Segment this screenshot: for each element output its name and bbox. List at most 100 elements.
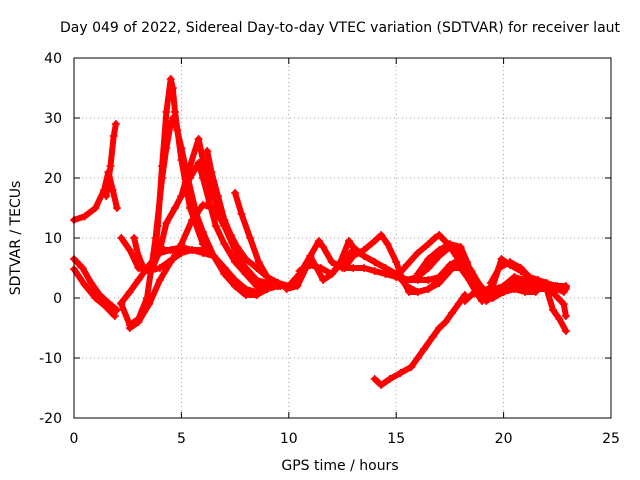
data-point-marker xyxy=(220,216,229,224)
data-point-marker xyxy=(478,288,487,296)
series-line xyxy=(285,238,567,295)
data-point-marker xyxy=(413,249,422,257)
data-point-marker xyxy=(521,282,530,290)
data-point-marker xyxy=(130,234,139,242)
data-point-marker xyxy=(205,198,214,206)
data-point-marker xyxy=(80,280,89,289)
series-track-2 xyxy=(102,120,120,200)
data-point-marker xyxy=(336,258,345,266)
data-point-marker xyxy=(168,84,177,92)
data-point-marker xyxy=(349,264,358,272)
data-point-marker xyxy=(327,270,336,278)
data-point-marker xyxy=(117,300,126,308)
data-point-marker xyxy=(377,381,386,389)
data-point-marker xyxy=(209,252,218,260)
axis-ticks xyxy=(73,57,612,419)
data-point-marker xyxy=(542,282,551,290)
data-point-marker xyxy=(402,261,411,269)
data-point-marker xyxy=(424,276,433,284)
data-point-marker xyxy=(134,252,143,260)
data-point-marker xyxy=(392,258,401,266)
x-tick-labels: 0 5 10 15 20 25 xyxy=(70,431,620,447)
data-point-marker xyxy=(282,285,291,293)
data-point-marker xyxy=(198,156,207,164)
series-line xyxy=(150,76,249,298)
data-point-marker xyxy=(413,354,422,362)
data-point-marker xyxy=(344,237,353,245)
data-point-marker xyxy=(231,258,240,266)
data-point-marker xyxy=(149,264,158,272)
data-point-marker xyxy=(349,243,358,251)
x-tick-label: 25 xyxy=(602,431,620,447)
x-tick-label: 20 xyxy=(495,431,513,447)
y-tick-labels: -20 -10 0 10 20 30 40 xyxy=(39,51,62,427)
data-point-marker xyxy=(168,246,177,254)
data-point-marker xyxy=(396,369,405,377)
data-point-marker xyxy=(319,243,328,251)
data-point-marker xyxy=(162,219,171,227)
data-point-marker xyxy=(405,288,414,296)
data-point-marker xyxy=(263,273,272,281)
data-point-marker xyxy=(359,264,368,272)
data-point-marker xyxy=(445,240,454,248)
data-point-marker xyxy=(220,240,229,248)
data-point-marker xyxy=(435,246,444,254)
data-point-marker xyxy=(441,318,450,326)
data-point-marker xyxy=(385,375,394,383)
data-point-marker xyxy=(469,276,478,284)
data-point-marker xyxy=(160,246,169,254)
data-point-marker xyxy=(112,204,121,212)
data-point-marker xyxy=(370,375,379,383)
data-point-marker xyxy=(383,240,392,248)
grid xyxy=(74,58,611,418)
data-point-marker xyxy=(203,147,212,155)
data-point-marker xyxy=(551,291,560,299)
x-tick-label: 5 xyxy=(177,431,186,447)
series-track-10 xyxy=(149,75,250,299)
data-point-marker xyxy=(233,243,242,251)
data-point-marker xyxy=(301,264,310,272)
data-point-marker xyxy=(435,324,444,332)
data-point-marker xyxy=(213,192,222,200)
data-point-marker xyxy=(467,291,476,299)
data-point-marker xyxy=(80,212,89,221)
data-point-marker xyxy=(112,306,121,314)
data-point-marker xyxy=(491,291,500,299)
data-point-marker xyxy=(413,288,422,296)
data-point-marker xyxy=(177,192,186,200)
y-tick-label: 20 xyxy=(44,171,62,187)
data-point-marker xyxy=(177,156,186,164)
data-point-marker xyxy=(220,264,229,272)
data-point-marker xyxy=(125,288,134,296)
data-point-marker xyxy=(516,264,525,272)
data-point-marker xyxy=(91,294,100,302)
series-track-14 xyxy=(151,243,186,254)
x-axis-label: GPS time / hours xyxy=(281,458,398,474)
data-point-marker xyxy=(349,252,358,260)
series-line xyxy=(543,286,569,334)
data-point-marker xyxy=(207,168,216,176)
data-point-marker xyxy=(106,162,115,170)
data-point-marker xyxy=(134,315,143,323)
data-point-marker xyxy=(454,300,463,308)
data-point-marker xyxy=(102,303,111,311)
data-point-marker xyxy=(237,210,246,218)
data-point-marker xyxy=(559,300,568,308)
data-point-marker xyxy=(549,306,558,314)
data-point-marker xyxy=(559,285,568,293)
data-point-marker xyxy=(185,204,194,212)
series-track-1 xyxy=(70,168,121,224)
x-tick-label: 15 xyxy=(387,431,405,447)
data-point-marker xyxy=(370,267,379,275)
data-point-marker xyxy=(381,264,390,272)
data-point-marker xyxy=(170,108,179,116)
series-track-21 xyxy=(370,291,469,389)
data-point-marker xyxy=(87,279,96,287)
data-point-marker xyxy=(497,255,506,263)
data-point-marker xyxy=(407,363,416,371)
data-point-marker xyxy=(177,246,186,254)
y-tick-label: 0 xyxy=(53,291,62,307)
data-point-marker xyxy=(499,288,508,296)
data-point-marker xyxy=(312,264,321,272)
data-point-marker xyxy=(91,204,100,212)
